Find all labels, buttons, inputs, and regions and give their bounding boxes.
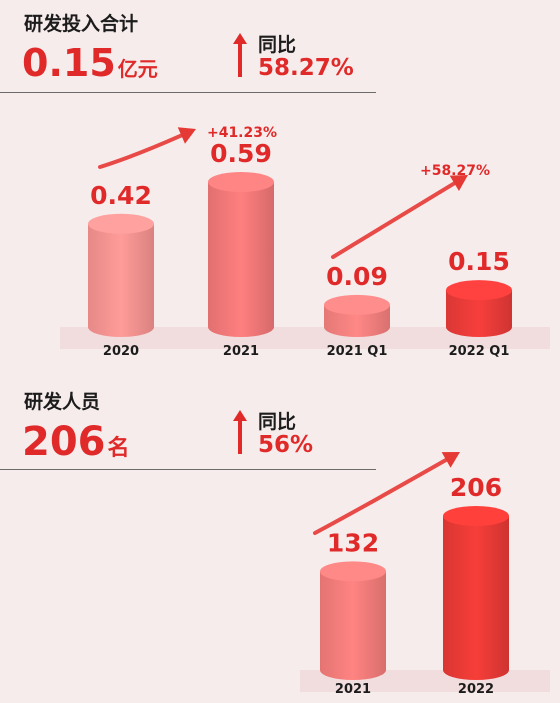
bar-top bbox=[208, 172, 274, 192]
category-label: 2021 bbox=[223, 344, 259, 359]
rd-investment-yoy-label: 同比 bbox=[258, 34, 297, 56]
growth-annotation: +58.27% bbox=[420, 163, 490, 179]
bar-top bbox=[88, 213, 154, 234]
rd-staff-chart: 132 2021 206 2022 bbox=[300, 452, 550, 697]
bar-top bbox=[443, 506, 509, 526]
growth-arrowhead-icon bbox=[177, 127, 196, 144]
bar bbox=[443, 506, 509, 680]
rd-investment-yoy-value: 58.27% bbox=[258, 55, 354, 81]
growth-arrow-icon bbox=[313, 457, 449, 535]
bar-body bbox=[208, 182, 274, 337]
rd-investment-chart: 0.42 2020 0.59 2021 0.09 2021 Q1 0.15 2022 Q1 +4… bbox=[60, 125, 550, 359]
category-label: 2021 Q1 bbox=[327, 344, 388, 359]
rd-staff-yoy-label: 同比 bbox=[258, 411, 297, 433]
bar-top bbox=[320, 561, 386, 582]
rd-staff-title: 研发人员 bbox=[24, 391, 101, 413]
bar-value-label: 132 bbox=[327, 528, 379, 557]
category-label: 2022 Q1 bbox=[449, 344, 510, 359]
growth-arrowhead-icon bbox=[449, 175, 468, 191]
bar-value-label: 0.15 bbox=[448, 247, 510, 276]
bar bbox=[88, 213, 154, 337]
bar-value-label: 0.09 bbox=[326, 262, 388, 291]
rd-investment-total: 0.15 亿元 bbox=[22, 44, 158, 82]
bar bbox=[320, 561, 386, 680]
bar-top bbox=[446, 280, 512, 301]
growth-arrowhead-icon bbox=[441, 452, 460, 468]
bar bbox=[208, 172, 274, 337]
up-arrow-icon bbox=[233, 410, 247, 454]
rd-investment-title: 研发投入合计 bbox=[24, 13, 139, 35]
bar-value-label: 206 bbox=[450, 473, 502, 502]
growth-annotation: +41.23% bbox=[207, 125, 277, 141]
category-label: 2021 bbox=[335, 682, 371, 697]
bar bbox=[324, 294, 390, 337]
chart-floor bbox=[60, 327, 550, 349]
rd-staff-total: 206名 bbox=[22, 422, 130, 462]
rd-staff-value: 206 bbox=[22, 419, 106, 465]
bar-body bbox=[443, 516, 509, 680]
bar bbox=[446, 280, 512, 337]
bar-body bbox=[320, 571, 386, 680]
category-label: 2020 bbox=[103, 344, 139, 359]
rd-investment-unit: 亿元 bbox=[117, 57, 158, 81]
rd-investment-value: 0.15 bbox=[22, 41, 116, 85]
rd-staff-unit: 名 bbox=[107, 436, 130, 461]
category-label: 2022 bbox=[458, 682, 494, 697]
bar-body bbox=[88, 223, 154, 337]
growth-arrow-icon bbox=[331, 181, 457, 259]
section-divider bbox=[0, 469, 376, 470]
bar-value-label: 0.42 bbox=[90, 181, 152, 210]
section-divider bbox=[0, 92, 376, 93]
rd-staff-yoy-value: 56% bbox=[258, 432, 314, 458]
bar-top bbox=[324, 294, 390, 315]
up-arrow-icon bbox=[233, 33, 247, 77]
bar-value-label: 0.59 bbox=[210, 139, 272, 168]
growth-arrow-icon bbox=[98, 133, 184, 169]
bar-body bbox=[446, 290, 512, 337]
